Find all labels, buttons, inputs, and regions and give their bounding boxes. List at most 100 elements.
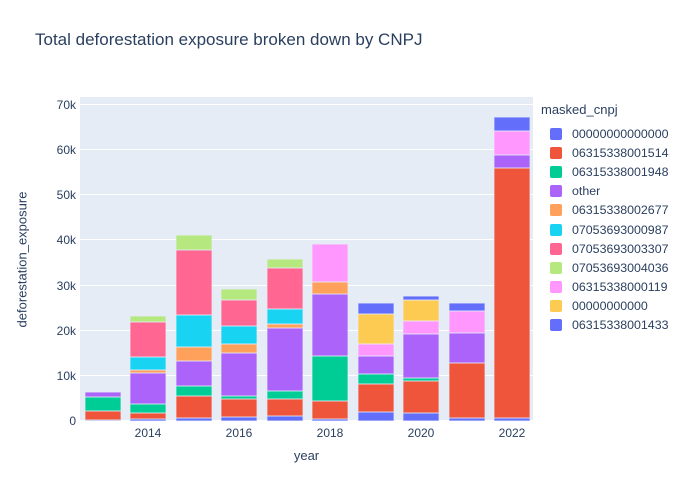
bar-segment[interactable]: [175, 314, 212, 347]
bar-segment[interactable]: [266, 416, 303, 421]
bar-segment[interactable]: [175, 417, 212, 421]
bar-segment[interactable]: [357, 356, 394, 375]
bar-segment[interactable]: [266, 267, 303, 309]
bar-segment[interactable]: [266, 398, 303, 417]
legend-item[interactable]: 06315338001948: [541, 162, 668, 181]
legend-item[interactable]: other: [541, 182, 668, 201]
bar-segment[interactable]: [221, 416, 257, 421]
bar-segment[interactable]: [221, 299, 257, 326]
bar-segment[interactable]: [312, 282, 348, 294]
bar-segment[interactable]: [494, 155, 530, 169]
legend-label: 00000000000: [572, 299, 648, 314]
legend-item[interactable]: 00000000000: [541, 297, 668, 316]
bar-segment[interactable]: [312, 293, 348, 357]
bar-segment[interactable]: [448, 310, 485, 333]
bar-segment[interactable]: [357, 374, 394, 384]
bar-2017: [266, 258, 303, 421]
gridline: [80, 284, 533, 286]
legend-label: 06315338000119: [572, 280, 668, 295]
bar-segment[interactable]: [221, 395, 257, 399]
bar-segment[interactable]: [130, 357, 166, 371]
bar-segment[interactable]: [357, 313, 394, 344]
bar-segment[interactable]: [221, 288, 257, 300]
legend-label: 06315338002677: [572, 203, 669, 218]
legend-swatch: [550, 242, 562, 255]
bar-segment[interactable]: [175, 360, 212, 386]
bar-segment[interactable]: [266, 308, 303, 324]
bar-segment[interactable]: [403, 378, 439, 381]
bar-segment[interactable]: [312, 356, 348, 402]
bar-segment[interactable]: [130, 412, 166, 419]
bar-segment[interactable]: [84, 391, 121, 398]
bar-segment[interactable]: [221, 343, 257, 353]
bar-segment[interactable]: [494, 417, 530, 421]
legend-item[interactable]: 07053693000987: [541, 220, 668, 239]
bar-segment[interactable]: [130, 315, 166, 322]
legend-item[interactable]: 06315338001433: [541, 316, 668, 335]
bar-segment[interactable]: [357, 302, 394, 314]
bar-segment[interactable]: [357, 343, 394, 357]
bar-segment[interactable]: [403, 320, 439, 334]
bar-segment[interactable]: [175, 234, 212, 250]
bar-segment[interactable]: [448, 417, 485, 421]
gridline: [80, 420, 533, 421]
bar-segment[interactable]: [312, 418, 348, 421]
legend-item[interactable]: 06315338002677: [541, 201, 668, 220]
bar-segment[interactable]: [175, 347, 212, 361]
bar-segment[interactable]: [130, 370, 166, 373]
bar-segment[interactable]: [312, 243, 348, 283]
legend-item[interactable]: 00000000000000: [541, 124, 668, 143]
bar-segment[interactable]: [266, 327, 303, 391]
legend-item[interactable]: 07053693003307: [541, 239, 668, 258]
legend-swatch: [550, 281, 562, 294]
gridline: [80, 374, 533, 376]
y-tick-label: 30k: [56, 278, 76, 293]
bar-segment[interactable]: [448, 362, 485, 418]
bar-segment[interactable]: [448, 332, 485, 363]
bar-segment[interactable]: [221, 325, 257, 344]
bar-segment[interactable]: [266, 390, 303, 399]
y-tick-label: 70k: [56, 98, 76, 112]
bar-segment[interactable]: [494, 168, 530, 418]
legend-item[interactable]: 07053693004036: [541, 258, 668, 277]
bar-segment[interactable]: [84, 397, 121, 412]
bar-segment[interactable]: [175, 395, 212, 418]
bar-segment[interactable]: [130, 372, 166, 404]
legend-swatch: [550, 261, 562, 274]
bar-segment[interactable]: [494, 130, 530, 156]
bar-segment[interactable]: [130, 321, 166, 358]
gridline: [80, 104, 533, 105]
y-tick-label: 10k: [56, 368, 76, 383]
bar-2015: [175, 234, 212, 421]
bar-segment[interactable]: [403, 380, 439, 413]
bar-segment[interactable]: [312, 401, 348, 419]
legend-label: 07053693004036: [572, 260, 669, 275]
bar-segment[interactable]: [403, 296, 439, 300]
bar-segment[interactable]: [221, 398, 257, 417]
bar-segment[interactable]: [494, 117, 530, 131]
bar-segment[interactable]: [175, 249, 212, 315]
bar-segment[interactable]: [403, 299, 439, 321]
x-tick-label: 2016: [225, 426, 253, 440]
bar-segment[interactable]: [266, 323, 303, 328]
bar-segment[interactable]: [84, 420, 121, 421]
bar-segment[interactable]: [221, 352, 257, 396]
bar-2021: [448, 302, 485, 421]
bar-segment[interactable]: [403, 412, 439, 421]
bar-segment[interactable]: [266, 258, 303, 268]
bar-segment[interactable]: [448, 302, 485, 311]
bar-segment[interactable]: [130, 418, 166, 421]
x-tick-label: 2022: [498, 426, 526, 440]
legend-item[interactable]: 06315338001514: [541, 143, 668, 162]
bar-2016: [221, 288, 257, 421]
bar-segment[interactable]: [130, 403, 166, 413]
legend-item[interactable]: 06315338000119: [541, 278, 668, 297]
bar-segment[interactable]: [84, 411, 121, 421]
bar-segment[interactable]: [403, 333, 439, 379]
y-tick-label: 50k: [56, 188, 76, 203]
bar-segment[interactable]: [175, 385, 212, 396]
bar-segment[interactable]: [357, 411, 394, 421]
x-tick-label: 2020: [407, 426, 435, 440]
bar-segment[interactable]: [357, 384, 394, 412]
